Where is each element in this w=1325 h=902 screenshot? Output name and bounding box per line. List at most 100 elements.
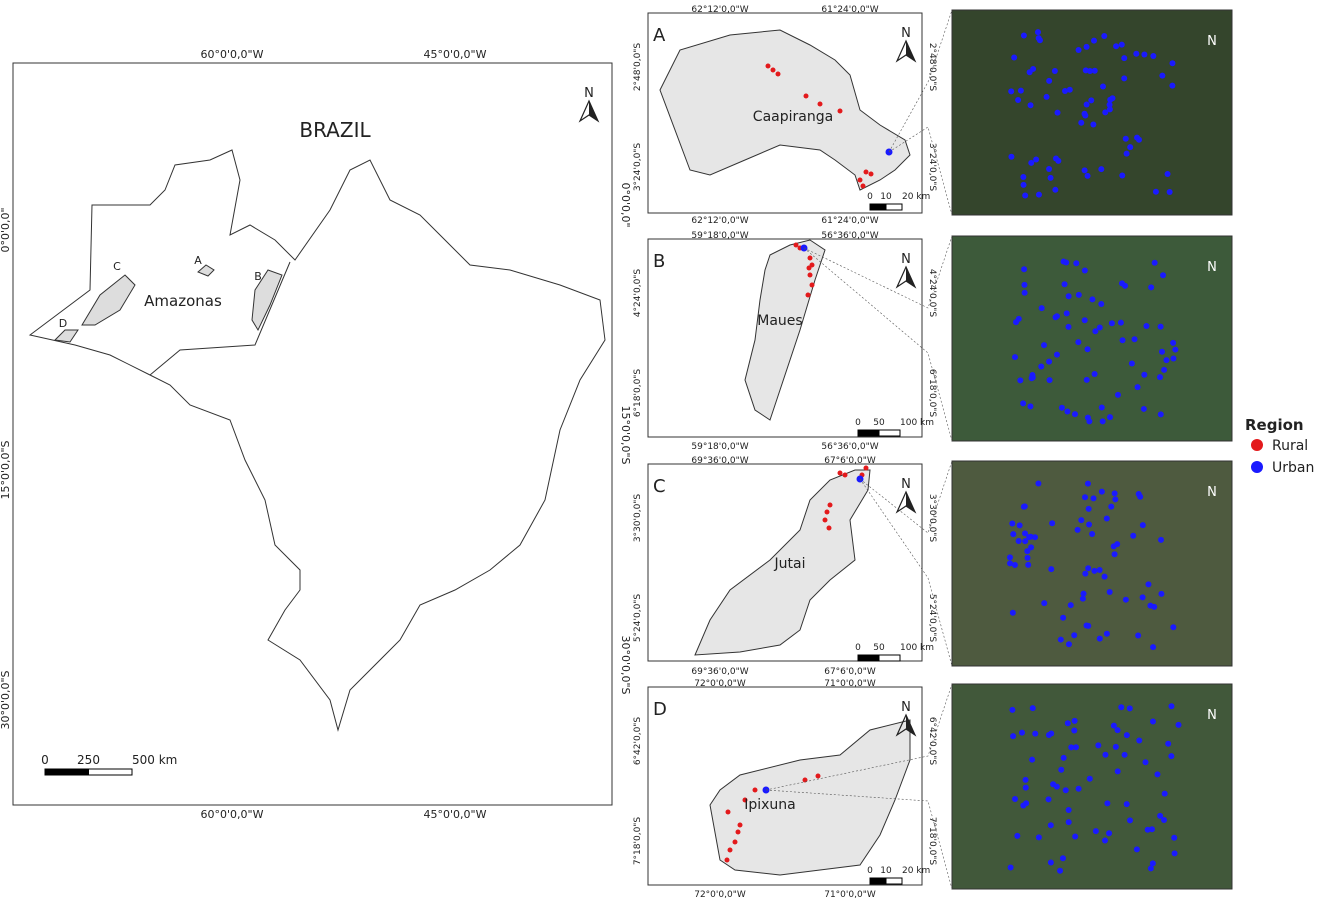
rural-point (805, 292, 811, 298)
urban-household (1119, 172, 1126, 179)
urban-household (1065, 323, 1072, 330)
municipality (709, 719, 911, 876)
urban-household (1096, 635, 1103, 642)
lon-label: 72°0'0,0"W (694, 679, 746, 689)
urban-household (1060, 614, 1067, 621)
lon-label: 61°24'0,0"W (821, 216, 878, 226)
urban-household (1137, 493, 1144, 500)
urban-household (1172, 346, 1179, 353)
municipality-name: Caapiranga (753, 109, 833, 125)
panel-letter: C (653, 476, 666, 497)
urban-household (1117, 319, 1124, 326)
urban-household (1114, 768, 1121, 775)
urban-household (1088, 97, 1095, 104)
urban-household (1032, 534, 1039, 541)
urban-household (1014, 832, 1021, 839)
urban-household (1157, 374, 1164, 381)
urban-household (1027, 102, 1034, 109)
urban-household (1080, 590, 1087, 597)
urban-household (1104, 800, 1111, 807)
urban-household (1160, 272, 1167, 279)
scale-bar (885, 877, 903, 885)
urban-household (1091, 567, 1098, 574)
urban-household (1015, 97, 1022, 104)
urban-household (1122, 135, 1129, 142)
north-label: N (901, 26, 911, 41)
urban-household (1163, 357, 1170, 364)
urban-household (1012, 354, 1019, 361)
urban-household (1099, 418, 1106, 425)
urban-household (1133, 846, 1140, 853)
lon-label: 71°0'0,0"W (824, 679, 876, 689)
urban-household (1101, 837, 1108, 844)
urban-household (1025, 561, 1032, 568)
lat-label: 5°24'0,0"S (927, 594, 937, 643)
urban-household (1008, 153, 1015, 160)
urban-household (1020, 503, 1027, 510)
urban-household (1106, 589, 1113, 596)
urban-household (1057, 867, 1064, 874)
urban-household (1110, 722, 1117, 729)
amazonas-border (149, 261, 291, 376)
urban-household (1141, 371, 1148, 378)
urban-household (1087, 67, 1094, 74)
rural-point (837, 108, 843, 114)
urban-household (1032, 730, 1039, 737)
inset-connector (765, 683, 953, 890)
urban-household (1084, 346, 1091, 353)
urban-household (1007, 560, 1014, 567)
urban-household (1022, 192, 1029, 199)
legend-label: Rural (1272, 438, 1308, 454)
urban-household (1020, 32, 1027, 39)
urban-household (1170, 624, 1177, 631)
urban-household (1091, 370, 1098, 377)
urban-household (1092, 828, 1099, 835)
urban-household (1027, 403, 1034, 410)
urban-household (1022, 530, 1029, 537)
panel-letter: A (653, 25, 666, 46)
urban-household (1103, 630, 1110, 637)
legend-title: Region (1245, 416, 1304, 434)
urban-household (1148, 826, 1155, 833)
urban-household (1098, 301, 1105, 308)
urban-household (1046, 166, 1053, 173)
urban-household (1099, 83, 1106, 90)
urban-household (1086, 418, 1093, 425)
urban-household (1158, 536, 1165, 543)
rural-point (725, 809, 731, 815)
urban-household (1101, 573, 1108, 580)
urban-household (1081, 267, 1088, 274)
urban-household (1047, 822, 1054, 829)
urban-household (1083, 101, 1090, 108)
scale-label: 100 km (900, 643, 934, 653)
urban-household (1071, 717, 1078, 724)
scale-label: 250 (77, 753, 100, 767)
scale-bar (885, 203, 903, 211)
urban-household (1072, 833, 1079, 840)
urban-household (1053, 313, 1060, 320)
rural-point (803, 93, 809, 99)
urban-household (1051, 68, 1058, 75)
rural-point (860, 183, 866, 189)
urban-household (1071, 632, 1078, 639)
rural-point (732, 839, 738, 845)
area-b (251, 269, 283, 332)
urban-household (1049, 520, 1056, 527)
urban-household (1089, 296, 1096, 303)
urban-household (1106, 106, 1113, 113)
urban-household (1074, 526, 1081, 533)
lon-label: 56°36'0,0"W (821, 442, 878, 452)
area-label: B (254, 270, 262, 283)
rural-point (817, 101, 823, 107)
urban-household (1052, 155, 1059, 162)
urban-household (1053, 783, 1060, 790)
urban-household (1168, 703, 1175, 710)
lat-label: 30°0'0,0"S (0, 670, 12, 729)
urban-household (1090, 37, 1097, 44)
urban-household (1057, 636, 1064, 643)
urban-household (1053, 351, 1060, 358)
rural-point (826, 525, 832, 531)
lon-label: 69°36'0,0"W (691, 667, 748, 677)
urban-household (1090, 495, 1097, 502)
urban-household (1091, 67, 1098, 74)
